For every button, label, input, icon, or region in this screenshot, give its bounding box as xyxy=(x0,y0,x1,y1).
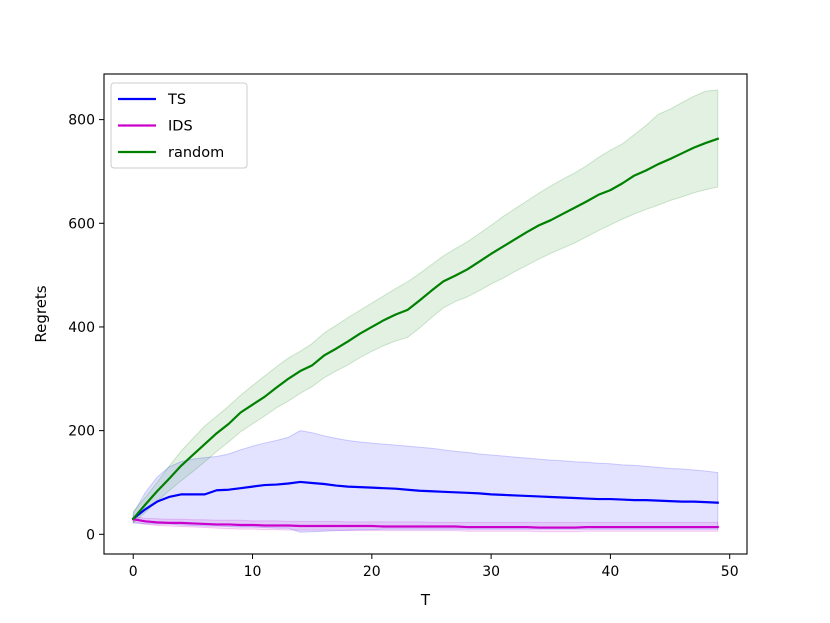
ts-confidence-band xyxy=(132,430,719,533)
legend-label-ids: IDS xyxy=(168,119,193,135)
x-tick-label: 10 xyxy=(244,564,262,580)
legend-items: TS IDS random xyxy=(118,92,224,161)
y-tick-label: 800 xyxy=(68,113,95,129)
x-axis-label: T xyxy=(420,591,431,609)
legend-label-random: random xyxy=(168,145,224,161)
y-tick-label: 0 xyxy=(86,527,95,543)
random-confidence-band xyxy=(132,89,719,524)
x-tick-label: 20 xyxy=(363,564,381,580)
legend-box xyxy=(110,82,248,169)
legend: TS IDS random xyxy=(110,82,248,169)
x-tick-label: 40 xyxy=(601,564,619,580)
plot-frame xyxy=(103,73,748,555)
random-series-line xyxy=(131,137,720,521)
y-tick-label: 200 xyxy=(68,424,95,440)
series-lines xyxy=(131,137,720,529)
x-tick-label: 30 xyxy=(482,564,500,580)
y-tick-label: 600 xyxy=(68,216,95,232)
ts-series-line xyxy=(131,480,719,521)
x-tick-label: 50 xyxy=(721,564,739,580)
x-tick-label: 0 xyxy=(129,564,138,580)
y-axis-label: Regrets xyxy=(32,285,50,342)
y-axis-ticks: 0 200 400 600 800 xyxy=(68,113,104,543)
y-tick-label: 400 xyxy=(68,320,95,336)
legend-label-ts: TS xyxy=(167,92,186,108)
x-axis-ticks: 0 10 20 30 40 50 xyxy=(129,554,739,580)
ids-series-line xyxy=(131,517,719,529)
